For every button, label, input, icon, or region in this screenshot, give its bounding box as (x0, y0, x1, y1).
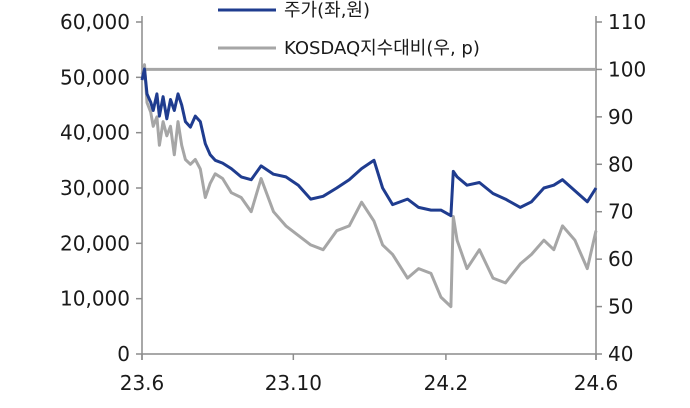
right-y-tick-label: 40 (608, 342, 633, 366)
right-y-tick-label: 90 (608, 105, 633, 129)
legend-item-stock-price: 주가(좌,원) (218, 0, 370, 21)
left-y-tick-label: 40,000 (60, 121, 130, 145)
right-y-tick-label: 50 (608, 295, 633, 319)
stock-price-line (140, 67, 598, 218)
legend-label: 주가(좌,원) (284, 0, 370, 21)
left-y-tick-label: 50,000 (60, 65, 130, 89)
axes-layer (136, 16, 602, 360)
left-y-tick-label: 20,000 (60, 231, 130, 255)
right-y-tick-label: 110 (608, 10, 646, 34)
tick-labels-layer: 0 10,000 20,000 30,000 40,000 50,000 60,000 40 5… (60, 10, 646, 395)
x-tick-label: 24.6 (574, 371, 619, 395)
right-y-tick-label: 70 (608, 200, 633, 224)
legend-item-kosdaq-relative: KOSDAQ지수대비(우, p) (218, 38, 480, 59)
x-tick-label: 24.2 (424, 371, 469, 395)
x-tick-label: 23.6 (120, 371, 165, 395)
kosdaq-relative-line (140, 63, 598, 309)
legend: 주가(좌,원) KOSDAQ지수대비(우, p) (218, 0, 480, 59)
x-tick-label: 23.10 (265, 371, 322, 395)
left-y-tick-label: 0 (117, 342, 130, 366)
right-y-tick-label: 80 (608, 152, 633, 176)
left-y-tick-label: 30,000 (60, 176, 130, 200)
right-y-tick-label: 100 (608, 57, 646, 81)
left-y-tick-label: 10,000 (60, 287, 130, 311)
series-layer (140, 63, 598, 309)
right-y-tick-label: 60 (608, 247, 633, 271)
legend-label: KOSDAQ지수대비(우, p) (284, 38, 480, 59)
left-y-tick-label: 60,000 (60, 10, 130, 34)
